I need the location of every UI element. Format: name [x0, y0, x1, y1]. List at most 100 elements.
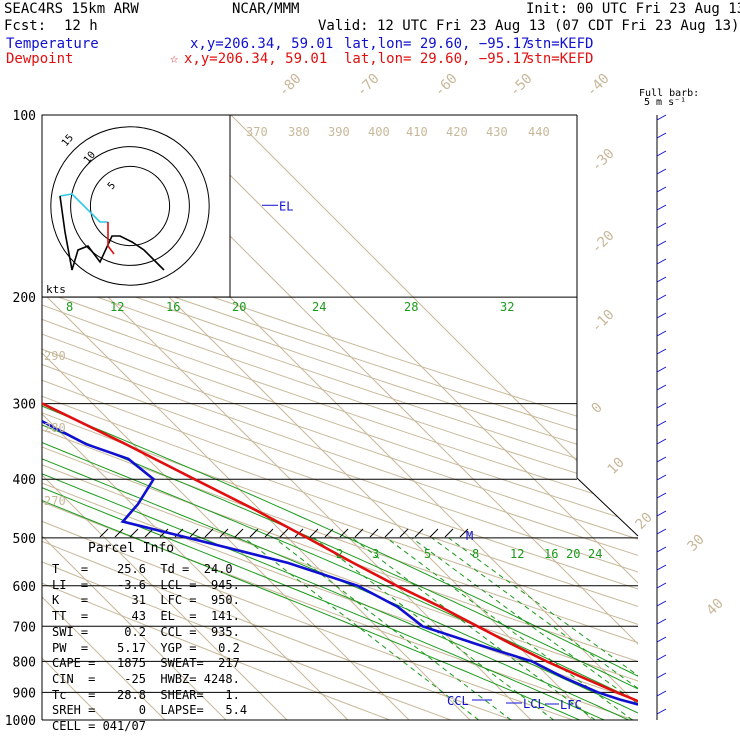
wind-barb	[656, 366, 667, 373]
isotherm-line	[230, 115, 638, 720]
dewpoint-profile	[42, 115, 638, 720]
wind-barb	[656, 474, 667, 481]
mixing-ratio-line	[448, 537, 638, 720]
wind-barb	[656, 348, 667, 355]
hatch-mark	[99, 528, 109, 538]
dry-adiabat	[42, 115, 638, 720]
mixing-ratio-label: 2	[336, 547, 343, 561]
theta-label: 390	[328, 125, 350, 139]
hatch-mark	[354, 528, 364, 538]
isotherm-label: -40	[584, 71, 613, 100]
parcel-info-row: CAPE = 1875 SWEAT= 217	[52, 656, 240, 671]
wind-barb	[656, 384, 667, 391]
dry-adiabat	[42, 115, 573, 720]
right-axis-slant	[576, 477, 639, 537]
valid-time: Valid: 12 UTC Fri 23 Aug 13 (07 CDT Fri …	[318, 18, 740, 34]
dewpoint-marker-icon: ☆	[170, 51, 179, 67]
hatch-mark	[459, 528, 469, 538]
mixing-ratio-line	[351, 537, 596, 720]
hodograph-units: kts	[46, 283, 66, 296]
dry-adiabat	[42, 115, 512, 720]
parcel-info-table: T = 25.6 Td = 24.0 LI = -3.6 LCL = 945. K …	[52, 562, 247, 735]
hodograph-ring-label: 5	[106, 180, 118, 192]
wind-barb	[656, 330, 667, 337]
wind-barb	[656, 132, 667, 139]
theta-label: 430	[486, 125, 508, 139]
mixing-ratio-label: 16	[544, 547, 558, 561]
mixing-ratio-line	[243, 537, 480, 720]
moist-adiabat-label: 20	[232, 300, 246, 314]
wind-barb	[656, 168, 667, 175]
moist-adiabat-label: 28	[404, 300, 418, 314]
theta-label: 290	[44, 349, 66, 363]
barb-unit: 5 m s⁻¹	[644, 97, 686, 108]
wind-barb	[656, 492, 667, 499]
parcel-info-row: TT = 43 EL = 141.	[52, 609, 240, 624]
wind-barb	[656, 258, 667, 265]
mixing-ratio-label: 8	[472, 547, 479, 561]
dry-adiabat	[42, 115, 638, 720]
hatch-mark	[279, 528, 289, 538]
theta-label: 420	[446, 125, 468, 139]
temperature-xy: x,y=206.34, 59.01	[190, 36, 334, 52]
dry-adiabat	[42, 115, 638, 720]
isotherm-label: -30	[589, 146, 618, 175]
hodograph-ring	[50, 126, 210, 286]
hatch-mark	[189, 528, 199, 538]
parcel-info-row: PW = 5.17 YGP = 0.2	[52, 640, 240, 655]
model-title: SEAC4RS 15km ARW	[4, 1, 139, 17]
isotherm-label: -20	[589, 228, 618, 257]
dewpoint-xy: x,y=206.34, 59.01	[184, 51, 328, 67]
pressure-label: 600	[13, 580, 36, 595]
parcel-info-row: K = 31 LFC = 950.	[52, 593, 240, 608]
wind-barb	[656, 600, 667, 607]
isotherm-line	[42, 115, 227, 720]
moist-adiabat-label: 8	[66, 300, 73, 314]
hatch-mark	[309, 528, 319, 538]
theta-label: 410	[406, 125, 428, 139]
hatch-mark	[384, 528, 394, 538]
wind-barb	[656, 636, 667, 643]
wind-barb	[656, 276, 667, 283]
hatch-mark	[144, 528, 154, 538]
wind-barb	[656, 438, 667, 445]
dry-adiabat	[42, 115, 638, 720]
mixing-ratio-line	[313, 537, 555, 720]
wind-barb	[656, 654, 667, 661]
moist-adiabat-label: 32	[500, 300, 514, 314]
hodograph-trace-surface	[107, 222, 115, 255]
isotherm-label: 0	[589, 400, 606, 417]
hatch-mark	[114, 528, 124, 538]
wind-barb	[656, 708, 667, 715]
hatch-mark	[219, 528, 229, 538]
dry-adiabat	[42, 115, 638, 720]
wind-barb	[656, 402, 667, 409]
isotherm-line	[42, 115, 349, 720]
pressure-label: 100	[13, 109, 36, 124]
dry-adiabat	[42, 115, 638, 720]
dry-adiabat	[42, 115, 638, 720]
lfc-label: LFC	[560, 698, 582, 712]
hatch-mark	[234, 528, 244, 538]
mixing-ratio-label: 3	[372, 547, 379, 561]
wind-barb	[656, 510, 667, 517]
theta-label: 400	[368, 125, 390, 139]
theta-label: 440	[528, 125, 550, 139]
isotherm-label: -60	[432, 71, 461, 100]
dry-adiabat	[42, 115, 638, 720]
hatch-mark	[429, 528, 439, 538]
isotherm-label: -70	[354, 71, 383, 100]
temperature-profile	[42, 115, 638, 720]
wind-barb	[656, 222, 667, 229]
hatch-mark	[414, 528, 424, 538]
wind-barb	[656, 150, 667, 157]
pressure-label: 400	[13, 473, 36, 488]
mixing-ratio-label: 20	[566, 547, 580, 561]
pressure-label: 800	[13, 655, 36, 670]
hatch-mark	[369, 528, 379, 538]
parcel-info-title: Parcel Info	[88, 541, 174, 556]
theta-label: 380	[288, 125, 310, 139]
mixing-ratio-label: 12	[510, 547, 524, 561]
hatch-mark	[249, 528, 259, 538]
